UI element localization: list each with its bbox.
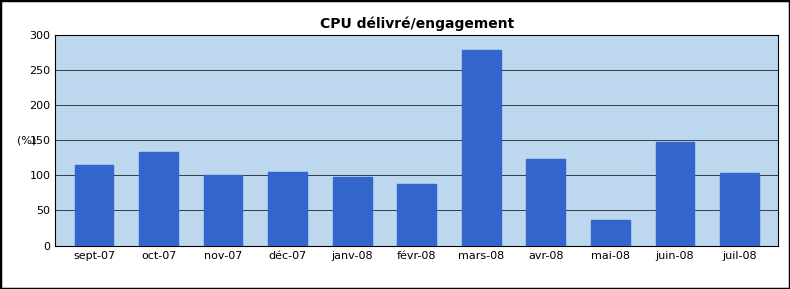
Bar — [269, 172, 307, 246]
Bar — [139, 152, 178, 246]
Bar — [397, 184, 436, 246]
Bar — [720, 173, 758, 246]
Bar — [462, 50, 501, 246]
Bar — [204, 175, 243, 246]
Bar — [75, 165, 114, 246]
Bar — [526, 159, 565, 246]
Bar — [656, 142, 694, 246]
Y-axis label: (%): (%) — [17, 135, 36, 145]
Title: CPU délivré/engagement: CPU délivré/engagement — [320, 16, 514, 31]
Bar — [333, 177, 371, 246]
Bar — [591, 220, 630, 246]
